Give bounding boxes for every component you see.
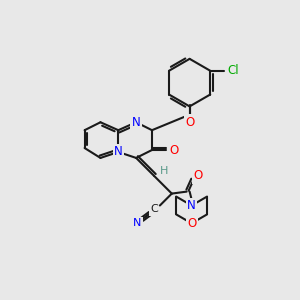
Text: N: N	[114, 146, 123, 158]
Text: O: O	[185, 116, 194, 129]
Text: N: N	[133, 218, 141, 228]
Text: C: C	[150, 204, 158, 214]
Text: H: H	[160, 166, 168, 176]
Text: Cl: Cl	[227, 64, 239, 77]
Text: N: N	[187, 199, 196, 212]
Text: O: O	[187, 217, 196, 230]
Text: N: N	[132, 116, 140, 129]
Text: O: O	[169, 143, 178, 157]
Text: O: O	[193, 169, 202, 182]
